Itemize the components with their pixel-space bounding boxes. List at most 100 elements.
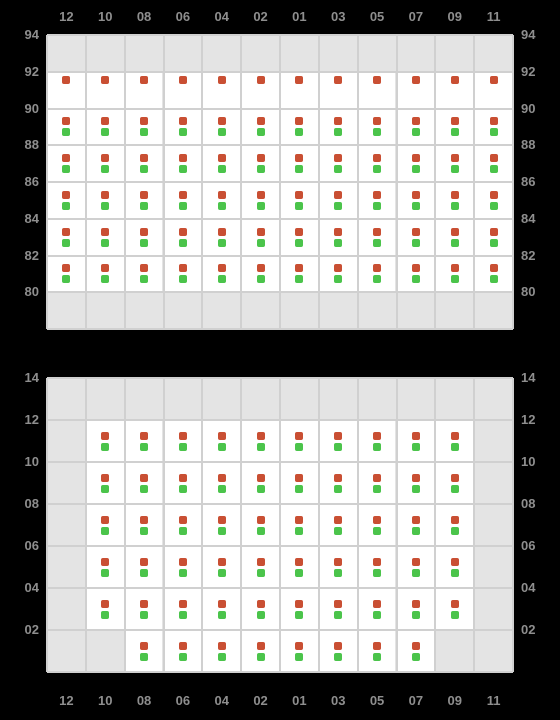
root-canvas: 9494929290908888868684848282808012100806… (0, 0, 560, 720)
marker-bottom (412, 653, 420, 661)
marker-top (412, 264, 420, 272)
marker-top (179, 228, 187, 236)
marker-top (373, 76, 381, 84)
cell (398, 505, 435, 545)
cell (126, 183, 163, 218)
y-label-left: 04 (0, 580, 39, 595)
marker-bottom (101, 275, 109, 283)
cell (436, 183, 473, 218)
marker-top (179, 264, 187, 272)
marker-bottom (295, 202, 303, 210)
marker-top (451, 264, 459, 272)
marker-top (334, 154, 342, 162)
marker-top (490, 228, 498, 236)
x-label-bottom: 04 (202, 693, 241, 708)
grid-h (47, 545, 513, 547)
cell (398, 463, 435, 503)
cell (126, 547, 163, 587)
cell (359, 631, 396, 671)
grid-v (124, 378, 126, 672)
cell (203, 421, 240, 461)
marker-bottom (373, 611, 381, 619)
marker-bottom (101, 611, 109, 619)
cell (281, 631, 318, 671)
cell (126, 589, 163, 629)
marker-top (179, 76, 187, 84)
marker-bottom (140, 165, 148, 173)
marker-bottom (490, 275, 498, 283)
marker-bottom (373, 443, 381, 451)
marker-top (101, 600, 109, 608)
marker-top (334, 516, 342, 524)
marker-top (218, 516, 226, 524)
cell (359, 110, 396, 145)
cell (436, 589, 473, 629)
marker-top (101, 191, 109, 199)
cell (281, 547, 318, 587)
marker-top (218, 600, 226, 608)
marker-top (373, 264, 381, 272)
cell (320, 505, 357, 545)
cell (320, 146, 357, 181)
cell (126, 463, 163, 503)
cell (203, 146, 240, 181)
cell (203, 183, 240, 218)
marker-top (373, 228, 381, 236)
cell (398, 146, 435, 181)
y-label-left: 10 (0, 454, 39, 469)
grid-h (47, 108, 513, 110)
marker-bottom (334, 275, 342, 283)
grid-v (396, 378, 398, 672)
marker-bottom (490, 165, 498, 173)
marker-bottom (179, 527, 187, 535)
marker-top (490, 76, 498, 84)
grid-h (47, 181, 513, 183)
x-label-bottom: 11 (474, 693, 513, 708)
marker-top (140, 117, 148, 125)
marker-top (451, 191, 459, 199)
grid-h (47, 255, 513, 257)
cell (398, 589, 435, 629)
marker-top (334, 264, 342, 272)
cell (126, 110, 163, 145)
marker-top (140, 516, 148, 524)
marker-top (179, 117, 187, 125)
marker-top (179, 432, 187, 440)
marker-top (179, 474, 187, 482)
marker-top (451, 228, 459, 236)
x-label-bottom: 06 (164, 693, 203, 708)
cell (203, 110, 240, 145)
marker-top (490, 154, 498, 162)
marker-bottom (218, 485, 226, 493)
cell (87, 589, 124, 629)
x-label-bottom: 03 (319, 693, 358, 708)
marker-bottom (373, 239, 381, 247)
marker-bottom (218, 128, 226, 136)
x-label-top: 02 (241, 9, 280, 24)
grid-h (47, 629, 513, 631)
cell (242, 183, 279, 218)
grid-v (85, 378, 87, 672)
marker-top (373, 600, 381, 608)
marker-bottom (218, 569, 226, 577)
cell (359, 257, 396, 292)
cell (398, 631, 435, 671)
marker-bottom (373, 485, 381, 493)
y-label-right: 82 (521, 248, 560, 263)
cell (48, 183, 85, 218)
cell (320, 589, 357, 629)
marker-top (334, 191, 342, 199)
marker-bottom (218, 653, 226, 661)
marker-bottom (140, 527, 148, 535)
cell (126, 257, 163, 292)
cell (87, 220, 124, 255)
marker-top (101, 474, 109, 482)
marker-top (334, 558, 342, 566)
x-label-bottom: 09 (435, 693, 474, 708)
marker-top (373, 117, 381, 125)
cell (242, 257, 279, 292)
x-label-top: 12 (47, 9, 86, 24)
marker-top (490, 117, 498, 125)
cell (398, 547, 435, 587)
marker-top (218, 264, 226, 272)
